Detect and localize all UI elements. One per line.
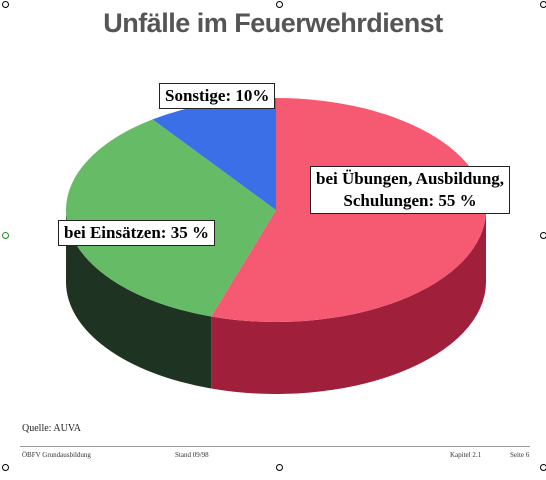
- footer-left: ÖBFV Grundausbildung: [22, 451, 91, 459]
- selection-handle-bottom-left[interactable]: [2, 464, 9, 471]
- pie-side-1: [66, 210, 212, 389]
- label-ubungen-line1: bei Übungen, Ausbildung,: [316, 169, 505, 188]
- selection-handle-bottom-right[interactable]: [540, 464, 546, 471]
- footer-divider: [20, 446, 530, 447]
- label-einsaetze: bei Einsätzen: 35 %: [58, 220, 215, 246]
- label-einsaetze-text: bei Einsätzen: 35 %: [64, 223, 209, 242]
- footer-kapitel: Kapitel 2.1: [450, 451, 482, 459]
- selection-handle-left[interactable]: [2, 232, 9, 239]
- label-sonstige: Sonstige: 10%: [159, 83, 276, 109]
- footer-stand: Stand 09/98: [175, 451, 209, 459]
- label-sonstige-text: Sonstige: 10%: [165, 86, 270, 105]
- pie-side-group: [66, 210, 486, 395]
- selection-handle-top-right[interactable]: [540, 1, 546, 8]
- source-note: Quelle: AUVA: [22, 423, 81, 434]
- label-ubungen: bei Übungen, Ausbildung, Schulungen: 55 …: [310, 166, 511, 214]
- footer-seite: Seite 6: [510, 451, 530, 459]
- pie-slice-1: [65, 119, 276, 317]
- label-ubungen-line2: Schulungen: 55 %: [343, 191, 477, 210]
- selection-handle-top[interactable]: [276, 1, 283, 8]
- chart-title: Unfälle im Feuerwehrdienst: [103, 8, 443, 38]
- selection-handle-bottom[interactable]: [276, 464, 283, 471]
- pie-side-0: [211, 210, 486, 395]
- pie-slice-2: [152, 98, 276, 210]
- selection-handle-right[interactable]: [540, 232, 546, 239]
- selection-handle-top-left[interactable]: [2, 1, 9, 8]
